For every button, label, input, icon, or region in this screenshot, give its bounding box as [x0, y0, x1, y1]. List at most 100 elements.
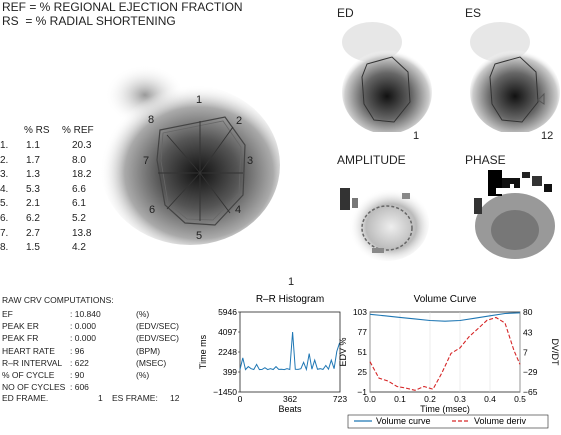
segment-row-rs: 1.3 [26, 169, 40, 181]
volume-x-tick-label: 0.5 [514, 394, 526, 404]
histogram-frame [239, 311, 341, 393]
volume-y-label: EDV % [338, 337, 348, 366]
segment-row-ref: 18.2 [72, 169, 92, 181]
raw-row-value: : 0.000 [70, 321, 96, 332]
amplitude-frame-number: 1 [413, 130, 420, 142]
raw-row-unit: (BPM) [136, 345, 161, 356]
raw-row-value: : 606 [70, 382, 89, 393]
volume-legend-label-deriv: Volume deriv [474, 416, 527, 426]
ventricle-image [100, 65, 280, 245]
histogram-frame-number: 1 [288, 276, 295, 288]
segment-spokes [158, 121, 243, 221]
ed-frame-label: ED FRAME. [2, 393, 49, 403]
histogram-y-tick-label: −1450 [213, 387, 237, 397]
ed-label: ED [337, 6, 354, 20]
volume-x-tick-label: 0.2 [424, 394, 436, 404]
histogram-x-tick-label: 0 [238, 394, 243, 404]
histogram-series-line [239, 331, 341, 372]
segment-label-7: 7 [143, 155, 150, 167]
raw-row-unit: (EDV/SEC) [136, 333, 179, 344]
volume-left-tick-label: 103 [353, 307, 367, 317]
segment-label-4: 4 [235, 204, 242, 216]
segment-row-number: 7. [0, 227, 9, 239]
raw-row-label: % OF CYCLE [2, 370, 55, 380]
phase-image [474, 170, 555, 259]
segment-row-number: 8. [0, 242, 9, 254]
raw-row-label: PEAK ER [2, 321, 39, 332]
volume-x-label: Time (msec) [420, 404, 470, 414]
volume-x-tick-label: 0.4 [484, 394, 496, 404]
volume-left-tick-label: 77 [358, 327, 368, 337]
ventricle-inner-outline [160, 120, 242, 221]
es-image [470, 22, 560, 132]
segment-label-3: 3 [247, 155, 254, 167]
histogram-y-tick-label: 5946 [218, 307, 237, 317]
volume-curve-line [369, 312, 521, 322]
volume-frame [369, 311, 521, 393]
phase-label: PHASE [465, 153, 506, 167]
volume-right-tick-label: −65 [523, 387, 538, 397]
segment-label-8: 8 [148, 114, 155, 126]
ref-legend-line: REF = % REGIONAL EJECTION FRACTION [2, 0, 243, 14]
amplitude-label: AMPLITUDE [337, 153, 406, 167]
volume-right-tick-label: 80 [523, 307, 533, 317]
volume-legend-label-curve: Volume curve [376, 416, 431, 426]
segment-row-rs: 6.2 [26, 213, 40, 224]
segment-row-ref: 20.3 [72, 140, 92, 151]
segment-row-number: 2. [0, 154, 9, 166]
volume-title: Volume Curve [414, 294, 477, 305]
volume-left-tick-label: 51 [358, 347, 368, 357]
segment-table: % RS % REF 1. 1.1 20.3 2. 1.7 8.0 3. 1.3 18.2 4. 5… [0, 125, 110, 265]
volume-right-tick-label: −29 [523, 367, 538, 377]
raw-title: RAW CRV COMPUTATIONS: [2, 295, 114, 305]
raw-row-label: PEAK FR [2, 333, 39, 344]
segment-row-number: 3. [0, 169, 9, 181]
segment-row-rs: 1.1 [26, 140, 40, 151]
raw-row-label: NO OF CYCLES [2, 382, 66, 393]
volume-right-tick-label: 7 [523, 347, 528, 357]
volume-x-tick-label: 0.0 [364, 394, 376, 404]
segment-row-rs: 2.7 [26, 227, 40, 239]
volume-x-tick-label: 0.3 [454, 394, 466, 404]
segment-label-2: 2 [236, 115, 243, 127]
raw-row-unit: (%) [136, 370, 150, 380]
segment-row-ref: 6.6 [72, 183, 86, 195]
histogram-y-tick-label: 4097 [218, 327, 237, 337]
raw-row-label: HEART RATE [2, 345, 55, 356]
histogram-y-label: Time ms [198, 334, 208, 369]
ed-image [342, 22, 432, 132]
volume-curve-chart: Volume Curve 103 77 51 25 −1 80 43 7 −29 −65 0.0 0.1… [338, 294, 560, 429]
phase-frame-number: 12 [541, 130, 554, 142]
volume-legend-box [347, 414, 549, 429]
raw-row-value: : 96 [70, 345, 85, 356]
rs-legend-line: RS = % RADIAL SHORTENING [2, 14, 176, 28]
segment-row-ref: 8.0 [72, 154, 86, 166]
histogram-y-tick-label: 399 [223, 367, 237, 377]
segment-row-ref: 5.2 [72, 213, 86, 224]
segment-label-1: 1 [196, 94, 203, 106]
raw-row-unit: (%) [136, 309, 150, 319]
histogram-y-tick-label: 2248 [218, 347, 237, 357]
segment-row-ref: 6.1 [72, 198, 86, 210]
raw-row-value: : 90 [70, 370, 85, 380]
histogram-x-tick-label: 723 [333, 394, 347, 404]
histogram-x-tick-label: 362 [283, 394, 297, 404]
volume-right-tick-label: 43 [523, 327, 533, 337]
es-label: ES [465, 6, 482, 20]
segment-row-rs: 2.1 [26, 198, 40, 210]
histogram-title: R–R Histogram [256, 294, 324, 305]
segment-row-ref: 13.8 [72, 227, 92, 239]
volume-deriv-line [369, 316, 521, 391]
ventricle-blob [100, 85, 280, 245]
segment-row-number: 1. [0, 140, 9, 151]
raw-row-unit: (MSEC) [136, 357, 167, 368]
volume-left-tick-label: 25 [358, 367, 368, 377]
raw-row-value: : 10.840 [70, 309, 101, 319]
segment-label-5: 5 [196, 230, 203, 242]
raw-row-label: EF [2, 309, 13, 319]
es-frame-label: ES FRAME: [112, 393, 158, 403]
segment-row-number: 6. [0, 213, 9, 224]
volume-left-tick-label: −1 [357, 387, 367, 397]
amplitude-image [340, 185, 429, 261]
